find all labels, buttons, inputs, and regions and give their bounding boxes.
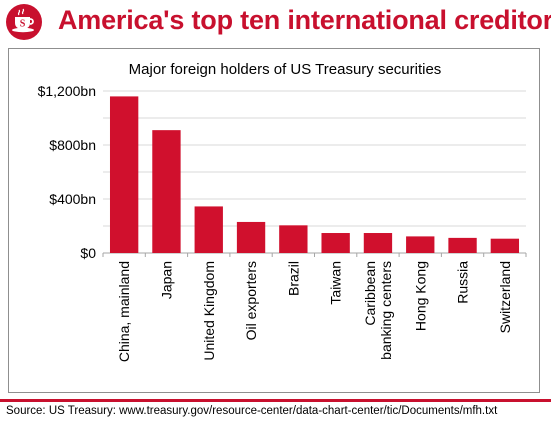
bar-switzerland bbox=[490, 238, 520, 253]
x-tick-label: Hong Kong bbox=[412, 261, 428, 331]
x-tick-label-line: Caribbean bbox=[362, 261, 378, 326]
x-tick-label-line: Japan bbox=[158, 261, 174, 299]
bar-russia bbox=[448, 237, 477, 253]
x-tick-label: Caribbeanbanking centers bbox=[362, 261, 394, 360]
x-tick-label-line: United Kingdom bbox=[201, 261, 217, 361]
x-tick-label-line: Hong Kong bbox=[412, 261, 428, 331]
x-tick-label: Brazil bbox=[285, 261, 301, 296]
x-tick-label-line: Switzerland bbox=[497, 261, 513, 333]
x-tick-label: Switzerland bbox=[497, 261, 513, 333]
bar-oil-exporters bbox=[236, 221, 266, 253]
x-tick-label-line: Brazil bbox=[285, 261, 301, 296]
y-tick-label: $0 bbox=[80, 245, 96, 261]
bar-china-mainland bbox=[109, 96, 139, 254]
svg-text:S: S bbox=[20, 19, 26, 30]
x-tick-label: Russia bbox=[455, 261, 471, 304]
y-axis-ticks: $0 $400bn $800bn $1,200bn bbox=[38, 83, 97, 261]
footer-divider bbox=[0, 399, 551, 402]
bar-hong-kong bbox=[406, 236, 435, 253]
source-note: Source: US Treasury: www.treasury.gov/re… bbox=[6, 405, 498, 417]
x-tick-label-line: Russia bbox=[455, 261, 471, 304]
bar-taiwan bbox=[321, 233, 350, 253]
y-tick-label: $800bn bbox=[49, 137, 96, 153]
header: S America's top ten international credit… bbox=[0, 0, 551, 44]
x-tick-label: Oil exporters bbox=[243, 261, 259, 340]
x-tick-label: United Kingdom bbox=[201, 261, 217, 361]
y-tick-label: $400bn bbox=[49, 191, 96, 207]
x-tick-label: Taiwan bbox=[328, 261, 344, 305]
x-tick-label-line: Taiwan bbox=[328, 261, 344, 305]
x-axis-ticks: China, mainland Japan United Kingdom Oil ex… bbox=[102, 253, 527, 362]
chart-panel: Major foreign holders of US Treasury sec… bbox=[8, 48, 540, 393]
x-tick-label-line: banking centers bbox=[378, 261, 394, 360]
bar-united-kingdom bbox=[194, 206, 223, 253]
x-tick-label: China, mainland bbox=[116, 261, 132, 362]
x-tick-label-line: China, mainland bbox=[116, 261, 132, 362]
teacup-s-logo-icon: S bbox=[6, 4, 42, 40]
y-tick-label: $1,200bn bbox=[38, 83, 96, 99]
x-tick-label: Japan bbox=[158, 261, 174, 299]
bars bbox=[109, 96, 520, 254]
bar-chart: Major foreign holders of US Treasury sec… bbox=[38, 61, 527, 362]
page-title: America's top ten international creditor… bbox=[58, 5, 551, 35]
bar-caribbean-banking-centers bbox=[363, 233, 393, 253]
chart-subtitle: Major foreign holders of US Treasury sec… bbox=[129, 61, 442, 78]
bar-brazil bbox=[279, 225, 308, 253]
bar-japan bbox=[152, 130, 181, 253]
x-tick-label-line: Oil exporters bbox=[243, 261, 259, 340]
